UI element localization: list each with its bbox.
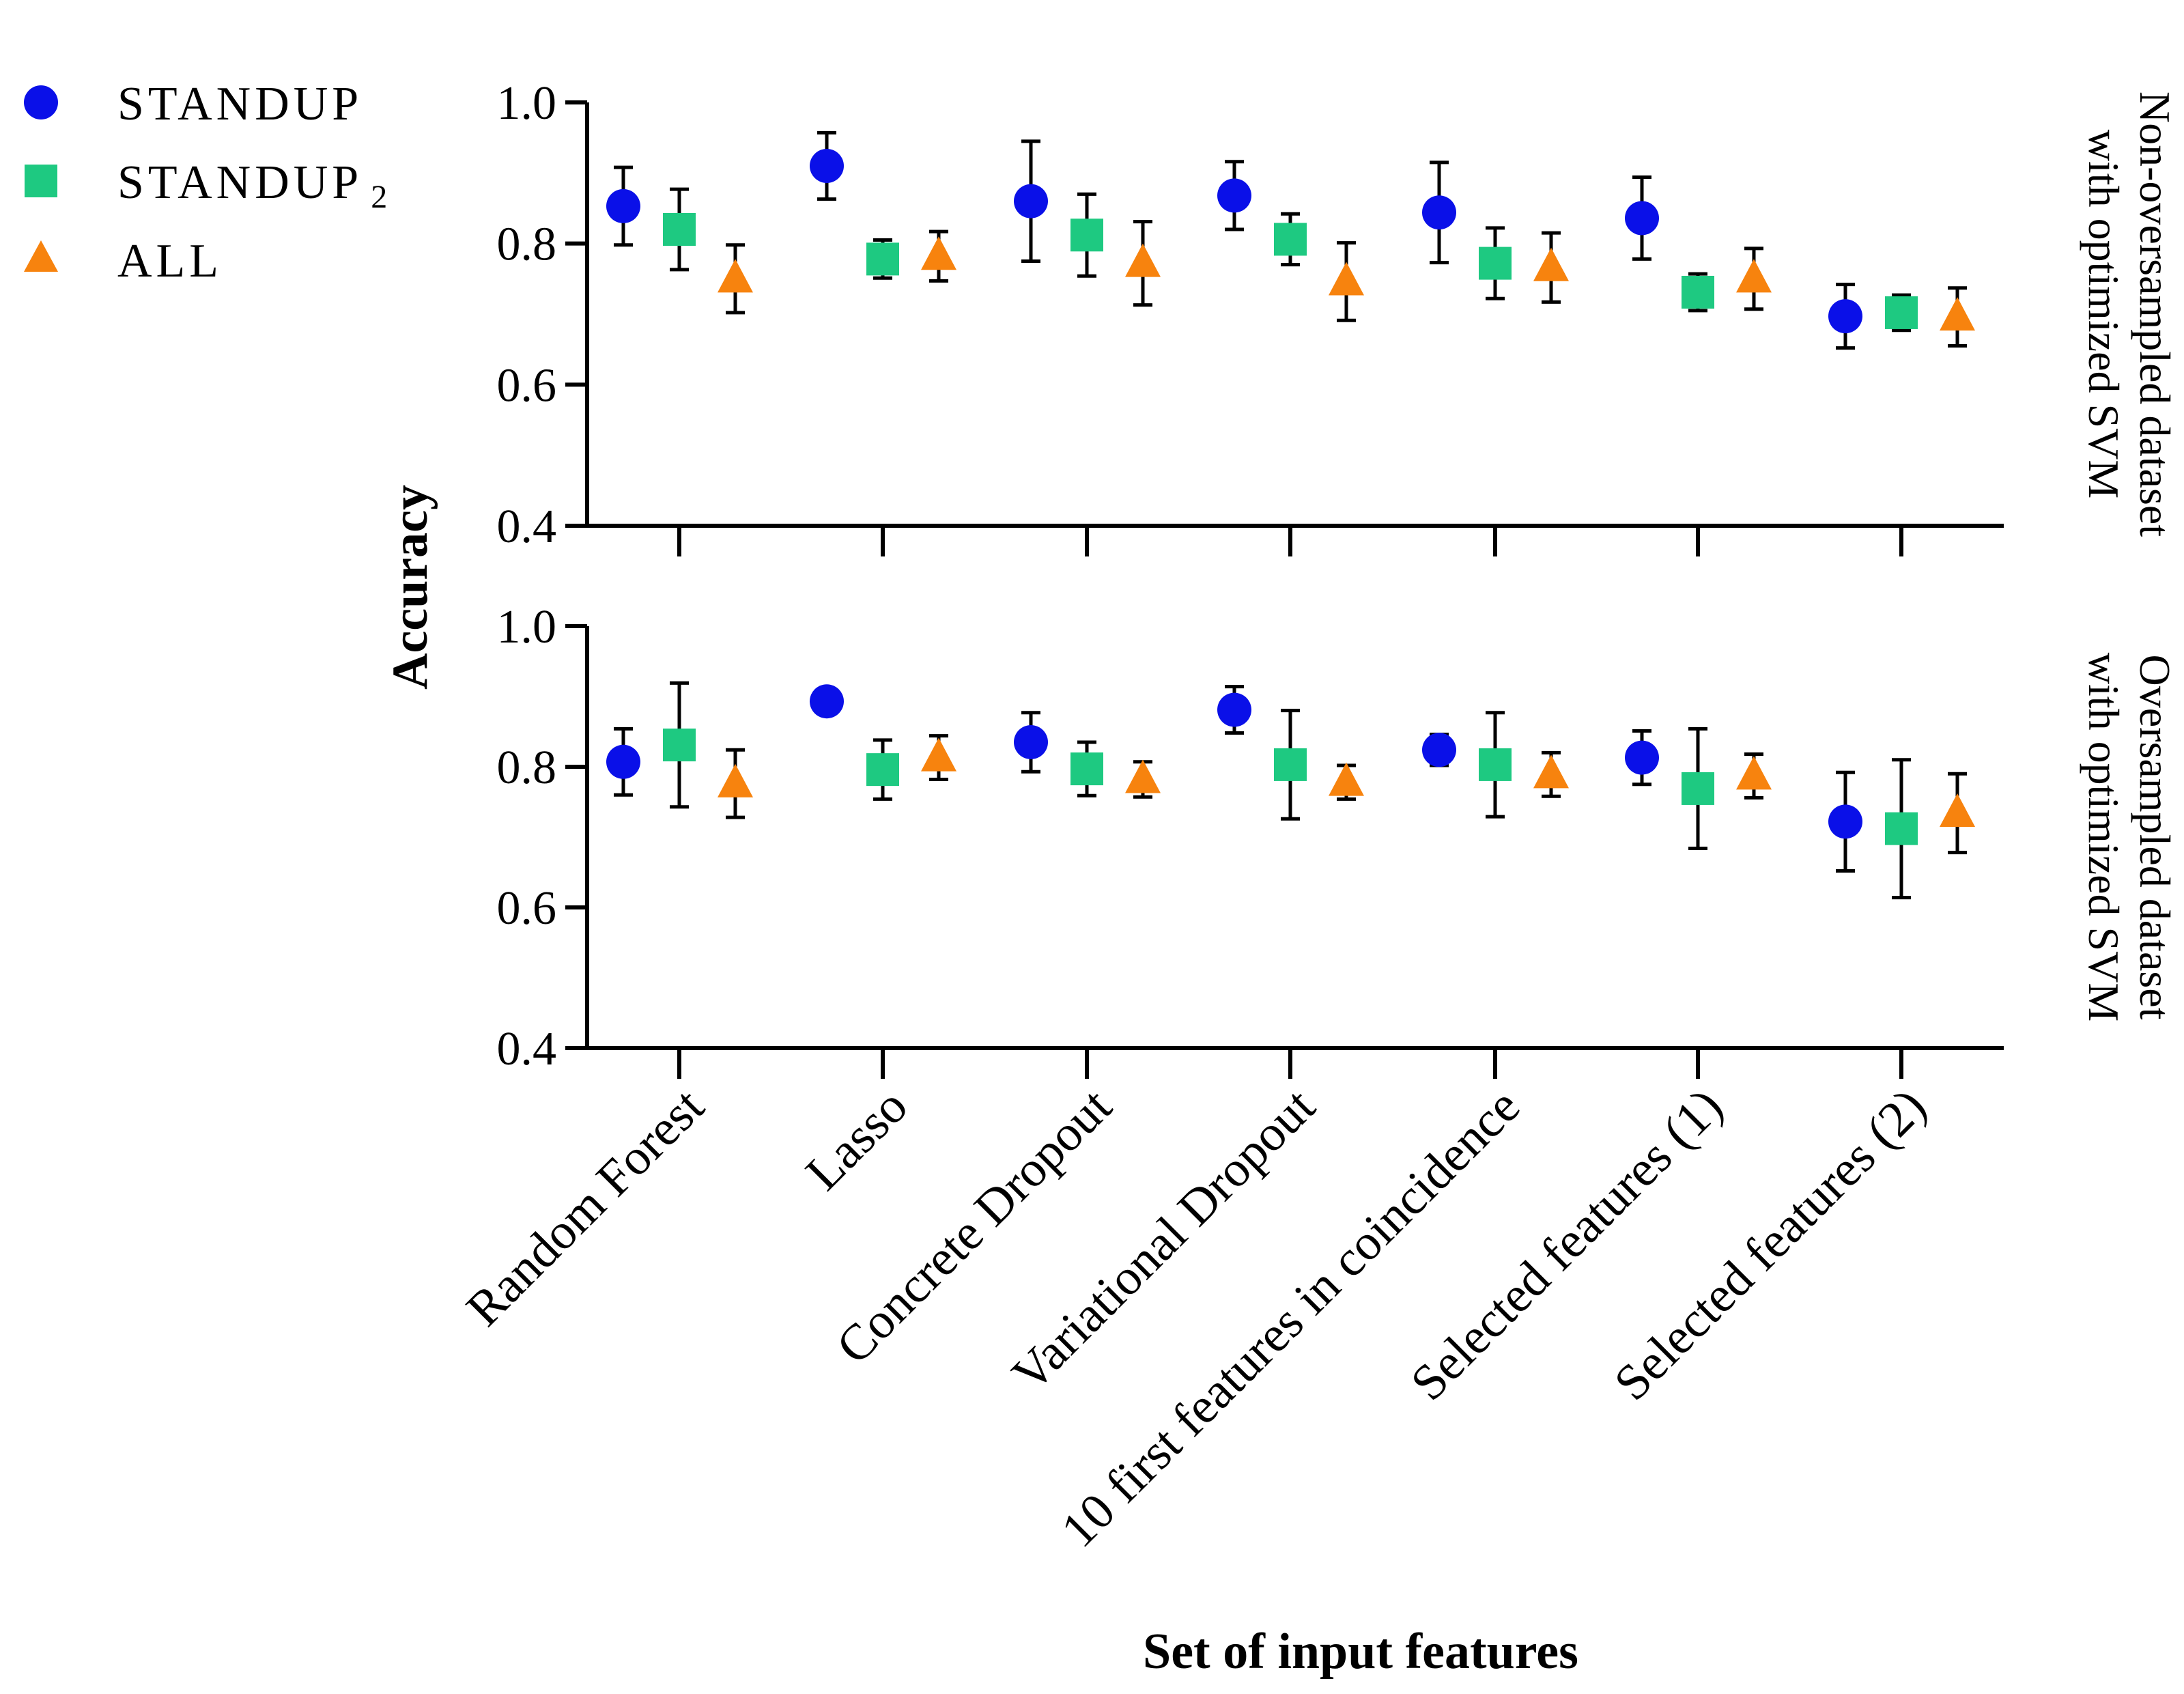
- y-tick-label: 0.6: [497, 882, 557, 935]
- legend-marker: [24, 240, 58, 272]
- legend-item: ALL: [24, 235, 223, 287]
- data-point: [1682, 275, 1714, 309]
- legend-label: STANDUP: [117, 78, 363, 130]
- data-point: [1885, 812, 1918, 845]
- data-point: [1625, 201, 1659, 236]
- data-point: [1533, 754, 1569, 789]
- data-point: [718, 763, 753, 797]
- series-all: [718, 220, 1975, 348]
- data-point: [1682, 772, 1714, 805]
- y-axis-title: Accuracy: [382, 485, 438, 690]
- data-point: [1274, 223, 1307, 256]
- y-tick-label: 1.0: [497, 601, 557, 653]
- y-tick-label: 0.8: [497, 742, 557, 794]
- series-standup: [606, 684, 1862, 873]
- legend-label: STANDUP 2: [117, 156, 391, 215]
- data-point: [921, 236, 956, 270]
- y-tick-label: 0.6: [497, 359, 557, 412]
- data-point: [810, 149, 844, 183]
- y-tick-label: 0.4: [497, 500, 557, 553]
- legend-subscript: 2: [371, 179, 391, 215]
- data-point: [1736, 259, 1772, 293]
- data-point: [1479, 246, 1512, 280]
- series-standup: [606, 130, 1862, 350]
- data-point: [1070, 218, 1103, 252]
- plot-panels: 0.40.60.81.0 Non-oversampled datasetwith …: [497, 77, 2179, 1079]
- data-point: [1125, 759, 1161, 793]
- data-point: [1125, 243, 1161, 277]
- data-point: [1828, 804, 1862, 839]
- data-point: [1533, 247, 1569, 281]
- panel-1: 0.4 0.6 0.8 1.0 Non-oversampled datasetwith …: [497, 77, 2179, 556]
- data-point: [1329, 762, 1364, 796]
- data-point: [1070, 752, 1103, 786]
- y-tick-label: 0.4: [497, 1023, 557, 1075]
- data-point: [1422, 195, 1456, 230]
- data-point: [1885, 296, 1918, 329]
- panel-title-line1: Oversampled dataset: [2131, 655, 2179, 1020]
- y-tick-label: 0.8: [497, 218, 557, 271]
- legend: STANDUP STANDUP 2 ALL: [24, 78, 391, 287]
- data-point: [810, 684, 844, 719]
- data-point: [1274, 748, 1307, 781]
- data-point: [663, 729, 696, 762]
- data-point: [1625, 740, 1659, 775]
- panel-title-line2: with optimized SVM: [2080, 130, 2128, 498]
- legend-marker: [24, 85, 58, 119]
- legend-item: STANDUP 2: [25, 156, 391, 215]
- legend-label: ALL: [117, 235, 223, 287]
- data-point: [1479, 748, 1512, 781]
- x-axis-title: Set of input features: [1143, 1624, 1578, 1680]
- data-point: [663, 213, 696, 246]
- series-all: [718, 734, 1975, 855]
- data-point: [1422, 733, 1456, 767]
- data-point: [606, 744, 640, 779]
- data-point: [866, 242, 899, 276]
- data-point: [1329, 262, 1364, 296]
- data-point: [606, 188, 640, 223]
- y-tick-label: 1.0: [497, 77, 557, 130]
- data-point: [866, 753, 899, 787]
- series-standup2: [663, 681, 1918, 900]
- data-point: [718, 259, 753, 293]
- data-point: [1217, 178, 1251, 213]
- legend-marker: [25, 165, 57, 197]
- series-standup2: [663, 187, 1918, 333]
- data-point: [1014, 724, 1048, 759]
- data-point: [1217, 692, 1251, 727]
- data-point: [1940, 297, 1975, 331]
- data-point: [921, 737, 956, 772]
- panel-title-line2: with optimized SVM: [2080, 653, 2128, 1021]
- data-point: [1828, 299, 1862, 334]
- data-point: [1014, 184, 1048, 218]
- data-point: [1736, 756, 1772, 790]
- data-point: [1940, 793, 1975, 827]
- panel-title-line1: Non-oversampled dataset: [2131, 91, 2179, 537]
- legend-item: STANDUP: [24, 78, 363, 130]
